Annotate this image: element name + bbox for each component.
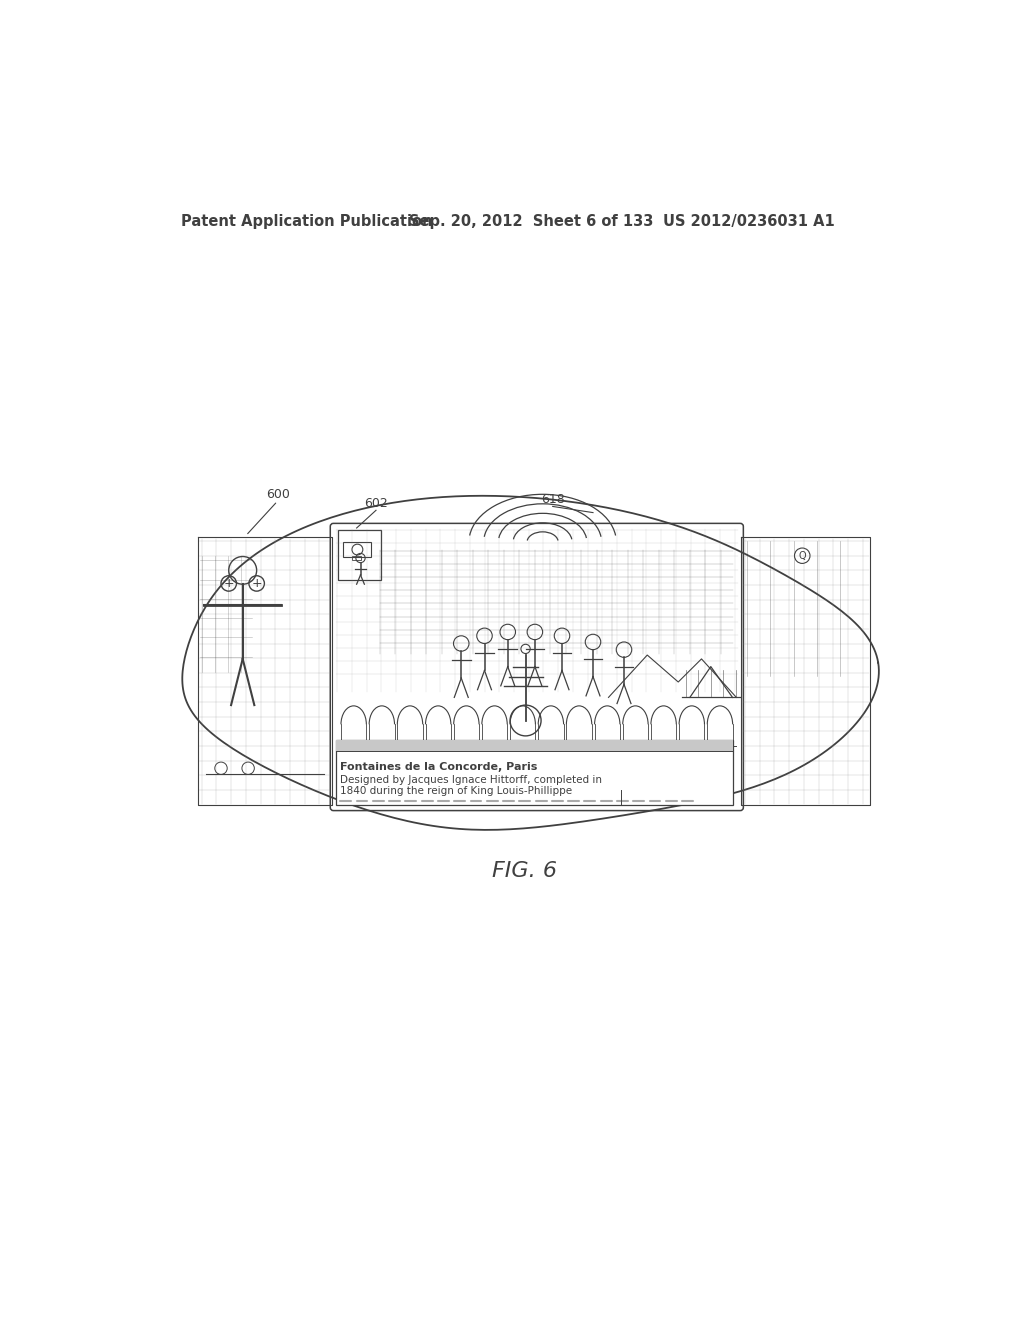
- Bar: [336, 739, 732, 751]
- Text: 600: 600: [265, 488, 290, 502]
- Text: Fontaines de la Concorde, Paris: Fontaines de la Concorde, Paris: [340, 762, 538, 772]
- Circle shape: [477, 628, 493, 644]
- Text: Patent Application Publication: Patent Application Publication: [180, 214, 432, 230]
- Text: FIG. 6: FIG. 6: [493, 861, 557, 880]
- Bar: [336, 739, 732, 805]
- Text: Q: Q: [799, 550, 806, 561]
- Text: +: +: [251, 577, 262, 590]
- Bar: [352, 556, 361, 560]
- Circle shape: [616, 642, 632, 657]
- Bar: [338, 529, 381, 579]
- Circle shape: [586, 635, 601, 649]
- Circle shape: [554, 628, 569, 644]
- Bar: [343, 541, 372, 557]
- Circle shape: [527, 624, 543, 640]
- Text: US 2012/0236031 A1: US 2012/0236031 A1: [663, 214, 835, 230]
- Bar: [336, 739, 732, 751]
- Text: 1840 during the reign of King Louis-Phillippe: 1840 during the reign of King Louis-Phil…: [340, 787, 572, 796]
- Text: 618: 618: [541, 492, 564, 506]
- Text: +: +: [223, 577, 234, 590]
- Text: Sep. 20, 2012  Sheet 6 of 133: Sep. 20, 2012 Sheet 6 of 133: [409, 214, 653, 230]
- Text: Designed by Jacques Ignace Hittorff, completed in: Designed by Jacques Ignace Hittorff, com…: [340, 775, 602, 785]
- Text: 602: 602: [365, 496, 388, 510]
- Circle shape: [500, 624, 515, 640]
- Circle shape: [454, 636, 469, 651]
